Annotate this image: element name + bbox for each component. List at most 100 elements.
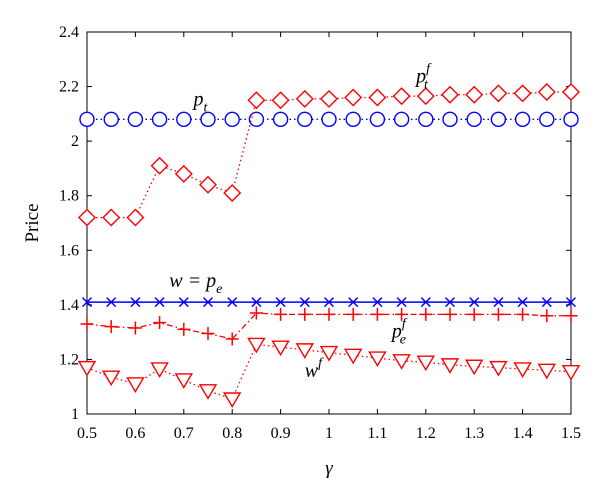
point-pt (176, 111, 192, 128)
annotation-sub: e (400, 333, 406, 348)
point-wf (247, 337, 266, 354)
point-pt (490, 111, 507, 128)
annotation-sup: f (318, 356, 324, 371)
x-axis-label: γ (325, 458, 333, 479)
point-pt (321, 111, 337, 128)
point-pef (128, 321, 142, 335)
point-wf (126, 377, 145, 393)
point-pt (151, 111, 168, 128)
point-ptf (102, 208, 121, 227)
point-wf (561, 365, 581, 381)
annotation-sub: t (203, 101, 208, 116)
point-ptf (150, 156, 169, 175)
point-pef (346, 307, 360, 321)
point-w (517, 297, 528, 308)
point-ptf (441, 85, 459, 104)
x-tick-label: 1.1 (367, 425, 387, 442)
point-ptf (78, 208, 96, 227)
y-tick-label: 2.4 (59, 24, 79, 41)
point-pef (467, 307, 481, 321)
point-wf (271, 340, 290, 357)
point-pef (153, 316, 167, 330)
point-pt (272, 111, 289, 128)
point-wf (101, 370, 121, 387)
point-pt (200, 111, 216, 128)
point-w (275, 297, 286, 308)
point-w (348, 297, 359, 308)
point-pef (274, 307, 288, 321)
point-w (493, 297, 504, 308)
point-w (251, 297, 262, 308)
point-wf (464, 359, 484, 376)
point-ptf (513, 84, 532, 103)
annotation-base: w (305, 360, 319, 382)
point-w (323, 297, 335, 308)
series-pef (80, 306, 578, 346)
point-w (372, 297, 383, 308)
y-tick-label: 1.4 (59, 297, 79, 314)
point-ptf (295, 89, 314, 108)
point-pef (419, 307, 433, 321)
series-w (81, 297, 577, 308)
point-pef (201, 327, 215, 341)
point-pef (249, 306, 263, 320)
point-pt (248, 111, 265, 128)
point-wf (222, 392, 242, 408)
annotation-base: p (390, 321, 402, 343)
point-w (565, 297, 577, 308)
point-ptf (126, 208, 145, 227)
axis-ticks: 0.5 0.6 0.7 0.8 0.9 1 1.1 1.2 1.3 1.4 1.5 1 1.2 1.4 1.… (59, 24, 581, 442)
point-ptf (392, 87, 411, 106)
point-ptf (368, 88, 387, 107)
annotation-w: w = pe (169, 270, 222, 297)
annotation-wf: wf (305, 356, 324, 382)
point-pt (79, 111, 95, 128)
y-tick-label: 1.8 (59, 188, 79, 205)
x-tick-label: 1.2 (416, 425, 436, 442)
point-w (396, 297, 407, 308)
point-w (299, 297, 310, 308)
point-wf (368, 351, 387, 368)
point-pef (322, 307, 336, 321)
point-pt (297, 111, 313, 128)
point-wf (343, 348, 363, 365)
y-tick-label: 1.6 (59, 242, 79, 259)
annotation-pef: pf e (390, 317, 408, 348)
x-tick-label: 1.4 (513, 425, 533, 442)
point-pt (345, 111, 361, 128)
point-w (81, 297, 93, 308)
x-tick-label: 1.5 (561, 425, 581, 442)
point-pef (80, 317, 94, 331)
point-ptf (199, 175, 217, 194)
point-w (178, 297, 189, 308)
point-ptf (320, 89, 338, 108)
annotation-sub: t (424, 77, 429, 92)
point-pef (104, 320, 118, 334)
point-wf (319, 345, 339, 362)
point-pef (395, 307, 409, 321)
point-ptf (174, 164, 193, 183)
point-wf (392, 354, 411, 370)
series-line-pef (86, 312, 571, 340)
point-pt (514, 111, 531, 128)
point-pef (491, 307, 505, 321)
point-ptf (489, 84, 508, 103)
point-pef (298, 307, 312, 321)
point-pt (103, 111, 119, 128)
point-ptf (537, 83, 556, 102)
point-w (106, 297, 117, 308)
point-ptf (223, 183, 242, 202)
point-wf (150, 362, 169, 378)
series-wf (77, 337, 581, 408)
y-axis-label: Price (22, 203, 43, 242)
annotation-sub: e (216, 282, 222, 297)
point-pt (393, 111, 410, 128)
annotation-ptf: pf t (414, 61, 432, 92)
point-w (420, 297, 431, 308)
point-w (444, 297, 456, 308)
point-pef (370, 307, 384, 321)
x-tick-label: 0.5 (77, 425, 97, 442)
point-wf (198, 384, 218, 400)
y-tick-label: 2 (71, 133, 79, 150)
